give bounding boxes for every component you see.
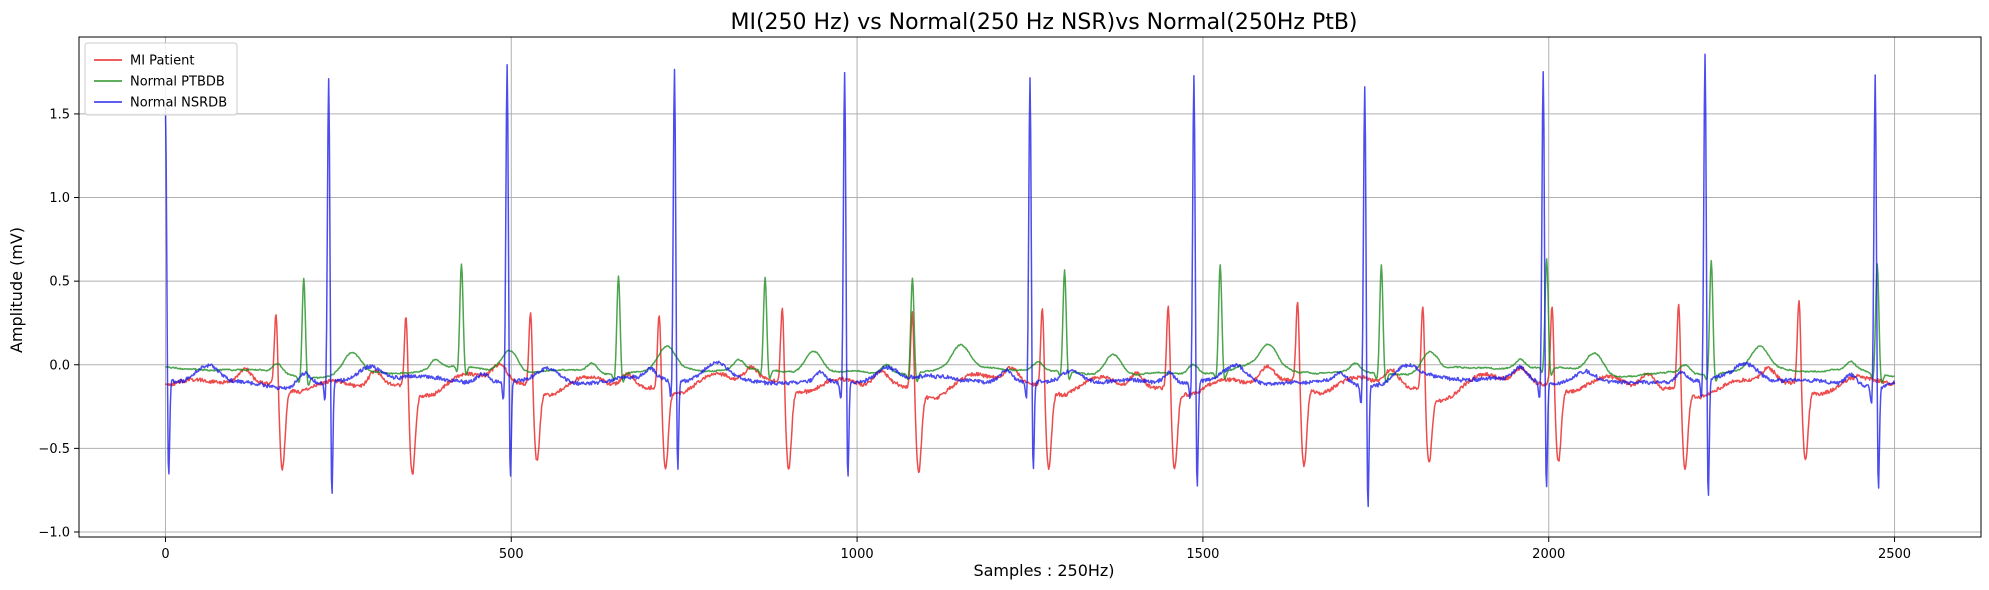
chart-title: MI(250 Hz) vs Normal(250 Hz NSR)vs Norma… — [730, 10, 1357, 35]
x-tick-label: 0 — [161, 547, 169, 562]
x-tick-label: 2500 — [1878, 547, 1911, 562]
x-tick-label: 1500 — [1186, 547, 1219, 562]
y-tick-label: −0.5 — [38, 442, 70, 457]
y-axis-ticks: −1.0 −0.5 0.0 0.5 1.0 1.5 — [38, 107, 79, 540]
y-tick-label: 1.5 — [49, 107, 70, 122]
plot-area-frame — [78, 36, 1982, 538]
x-tick-label: 2000 — [1532, 547, 1565, 562]
series-line-2 — [165, 258, 1895, 386]
y-tick-label: −1.0 — [38, 525, 70, 540]
y-tick-label: 1.0 — [49, 191, 70, 206]
legend-box — [84, 42, 238, 116]
x-axis-ticks: 0 500 1000 1500 2000 2500 — [161, 537, 1911, 562]
x-axis-label: Samples : 250Hz) — [973, 561, 1114, 580]
x-tick-label: 1000 — [841, 547, 874, 562]
legend-entry-label: Normal NSRDB — [130, 96, 227, 111]
series-layer — [164, 53, 1896, 508]
series-line-3 — [164, 53, 1896, 508]
legend-entry-label: MI Patient — [130, 54, 194, 69]
x-tick-label: 500 — [499, 547, 524, 562]
legend-entry-label: Normal PTBDB — [130, 75, 225, 90]
legend: MI Patient Normal PTBDB Normal NSRDB — [84, 42, 238, 116]
grid-lines — [79, 37, 1981, 537]
y-tick-label: 0.5 — [49, 275, 70, 290]
y-tick-label: 0.0 — [49, 358, 70, 373]
y-axis-label: Amplitude (mV) — [7, 227, 26, 353]
